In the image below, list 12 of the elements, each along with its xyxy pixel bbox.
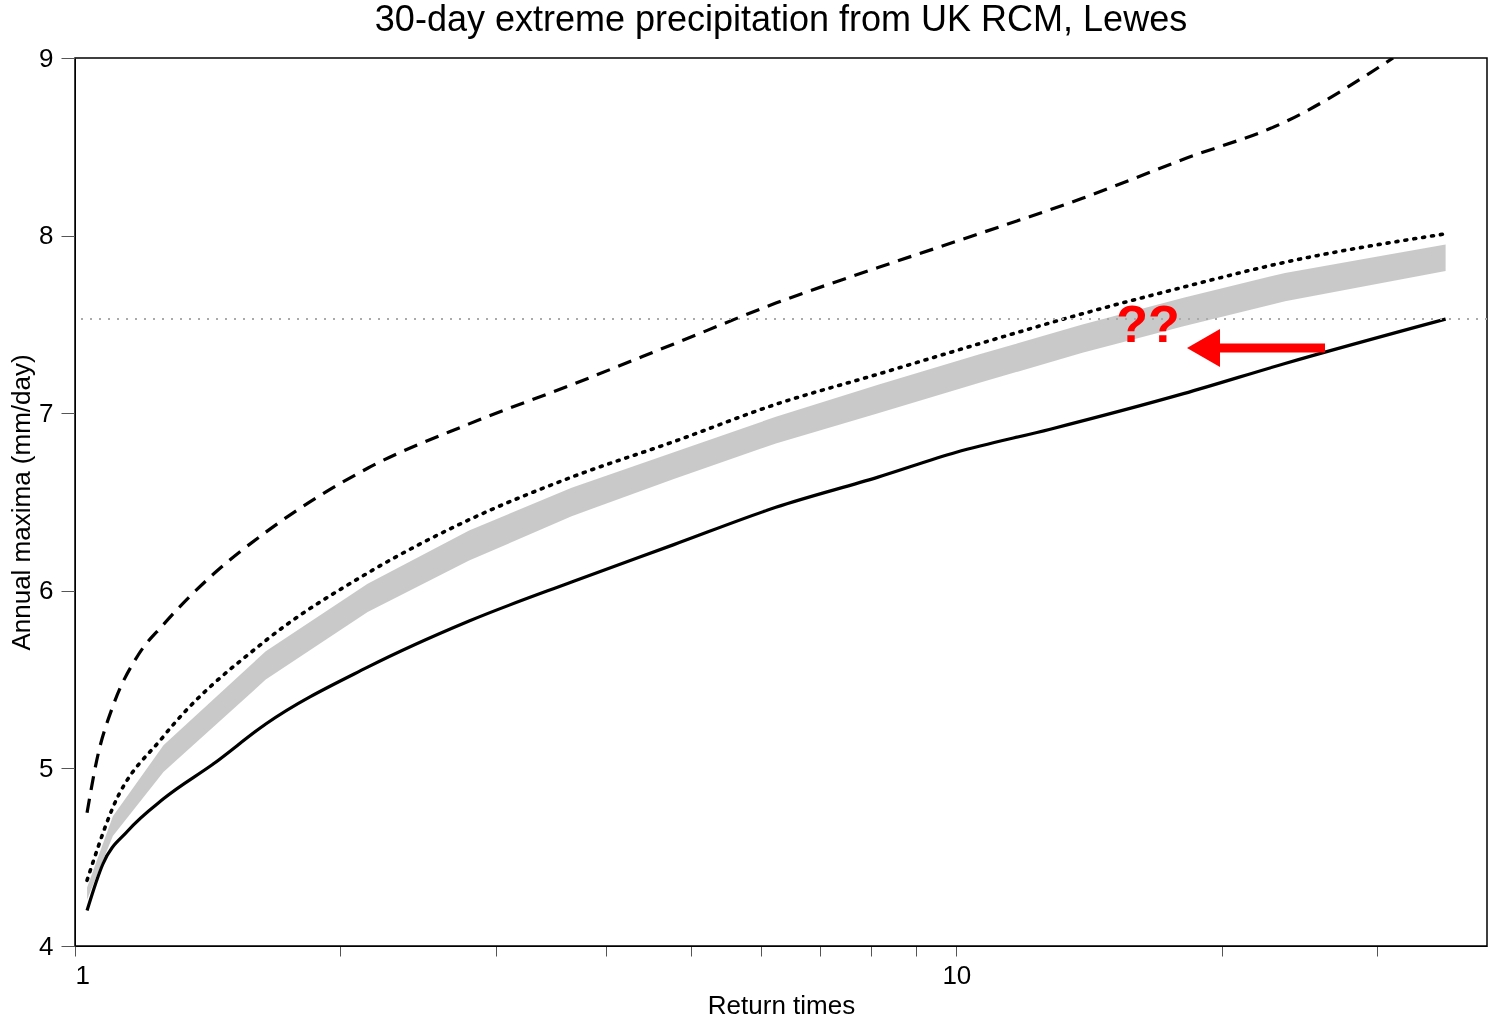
x-tick-label: 10 bbox=[942, 959, 972, 990]
chart-title: 30-day extreme precipitation from UK RCM, Lewes bbox=[374, 0, 1188, 39]
y-tick-label: 7 bbox=[39, 397, 54, 428]
y-tick-label: 9 bbox=[39, 42, 54, 73]
y-tick-label: 8 bbox=[39, 220, 54, 251]
y-tick-label: 4 bbox=[39, 930, 54, 961]
annotation: ?? bbox=[1116, 295, 1180, 353]
x-tick-label: 1 bbox=[75, 959, 90, 990]
y-tick-label: 6 bbox=[39, 575, 54, 606]
y-tick-label: 5 bbox=[39, 752, 54, 783]
y-axis-title: Annual maxima (mm/day) bbox=[6, 354, 37, 651]
x-axis-title: Return times bbox=[707, 989, 856, 1020]
